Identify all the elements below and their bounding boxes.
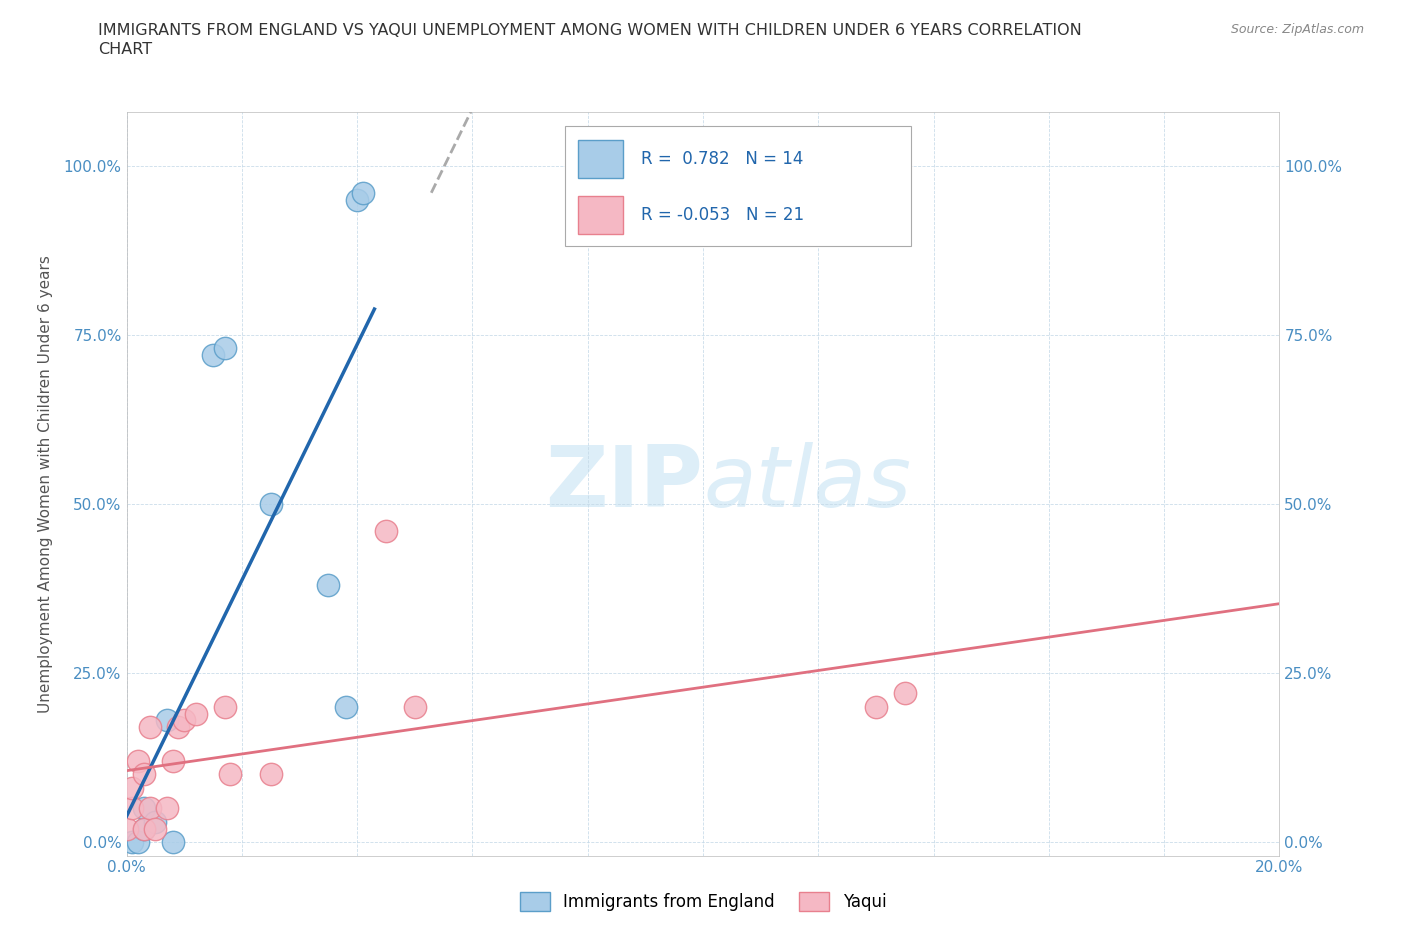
Y-axis label: Unemployment Among Women with Children Under 6 years: Unemployment Among Women with Children U… (38, 255, 52, 712)
Point (162, 834, 184, 849)
Point (127, 753, 149, 768)
Point (115, 821, 138, 836)
Point (145, 815, 166, 830)
Point (132, 767, 155, 782)
Point (202, 348, 225, 363)
Point (132, 821, 155, 836)
Point (156, 713, 179, 728)
Point (352, 185, 374, 200)
Point (259, 497, 281, 512)
Point (404, 699, 426, 714)
Point (156, 801, 179, 816)
Point (173, 713, 195, 728)
Point (346, 193, 368, 207)
Point (121, 780, 143, 795)
Point (184, 706, 207, 721)
Point (865, 699, 887, 714)
Point (132, 801, 155, 816)
Text: ZIP: ZIP (546, 442, 703, 525)
Point (132, 821, 155, 836)
Point (374, 524, 398, 538)
Point (138, 720, 160, 735)
Point (121, 801, 143, 816)
Point (121, 834, 143, 849)
Point (335, 699, 357, 714)
Legend: Immigrants from England, Yaqui: Immigrants from England, Yaqui (513, 885, 893, 918)
Text: Source: ZipAtlas.com: Source: ZipAtlas.com (1230, 23, 1364, 36)
Text: CHART: CHART (98, 42, 152, 57)
Point (318, 578, 340, 592)
Point (145, 821, 166, 836)
Text: IMMIGRANTS FROM ENGLAND VS YAQUI UNEMPLOYMENT AMONG WOMEN WITH CHILDREN UNDER 6 : IMMIGRANTS FROM ENGLAND VS YAQUI UNEMPLO… (98, 23, 1083, 38)
Point (138, 801, 160, 816)
Point (214, 699, 236, 714)
Point (214, 341, 236, 356)
Text: atlas: atlas (703, 442, 911, 525)
Point (259, 767, 281, 782)
Point (219, 767, 242, 782)
Point (894, 685, 917, 700)
Point (167, 720, 190, 735)
Point (127, 834, 149, 849)
Point (162, 753, 184, 768)
